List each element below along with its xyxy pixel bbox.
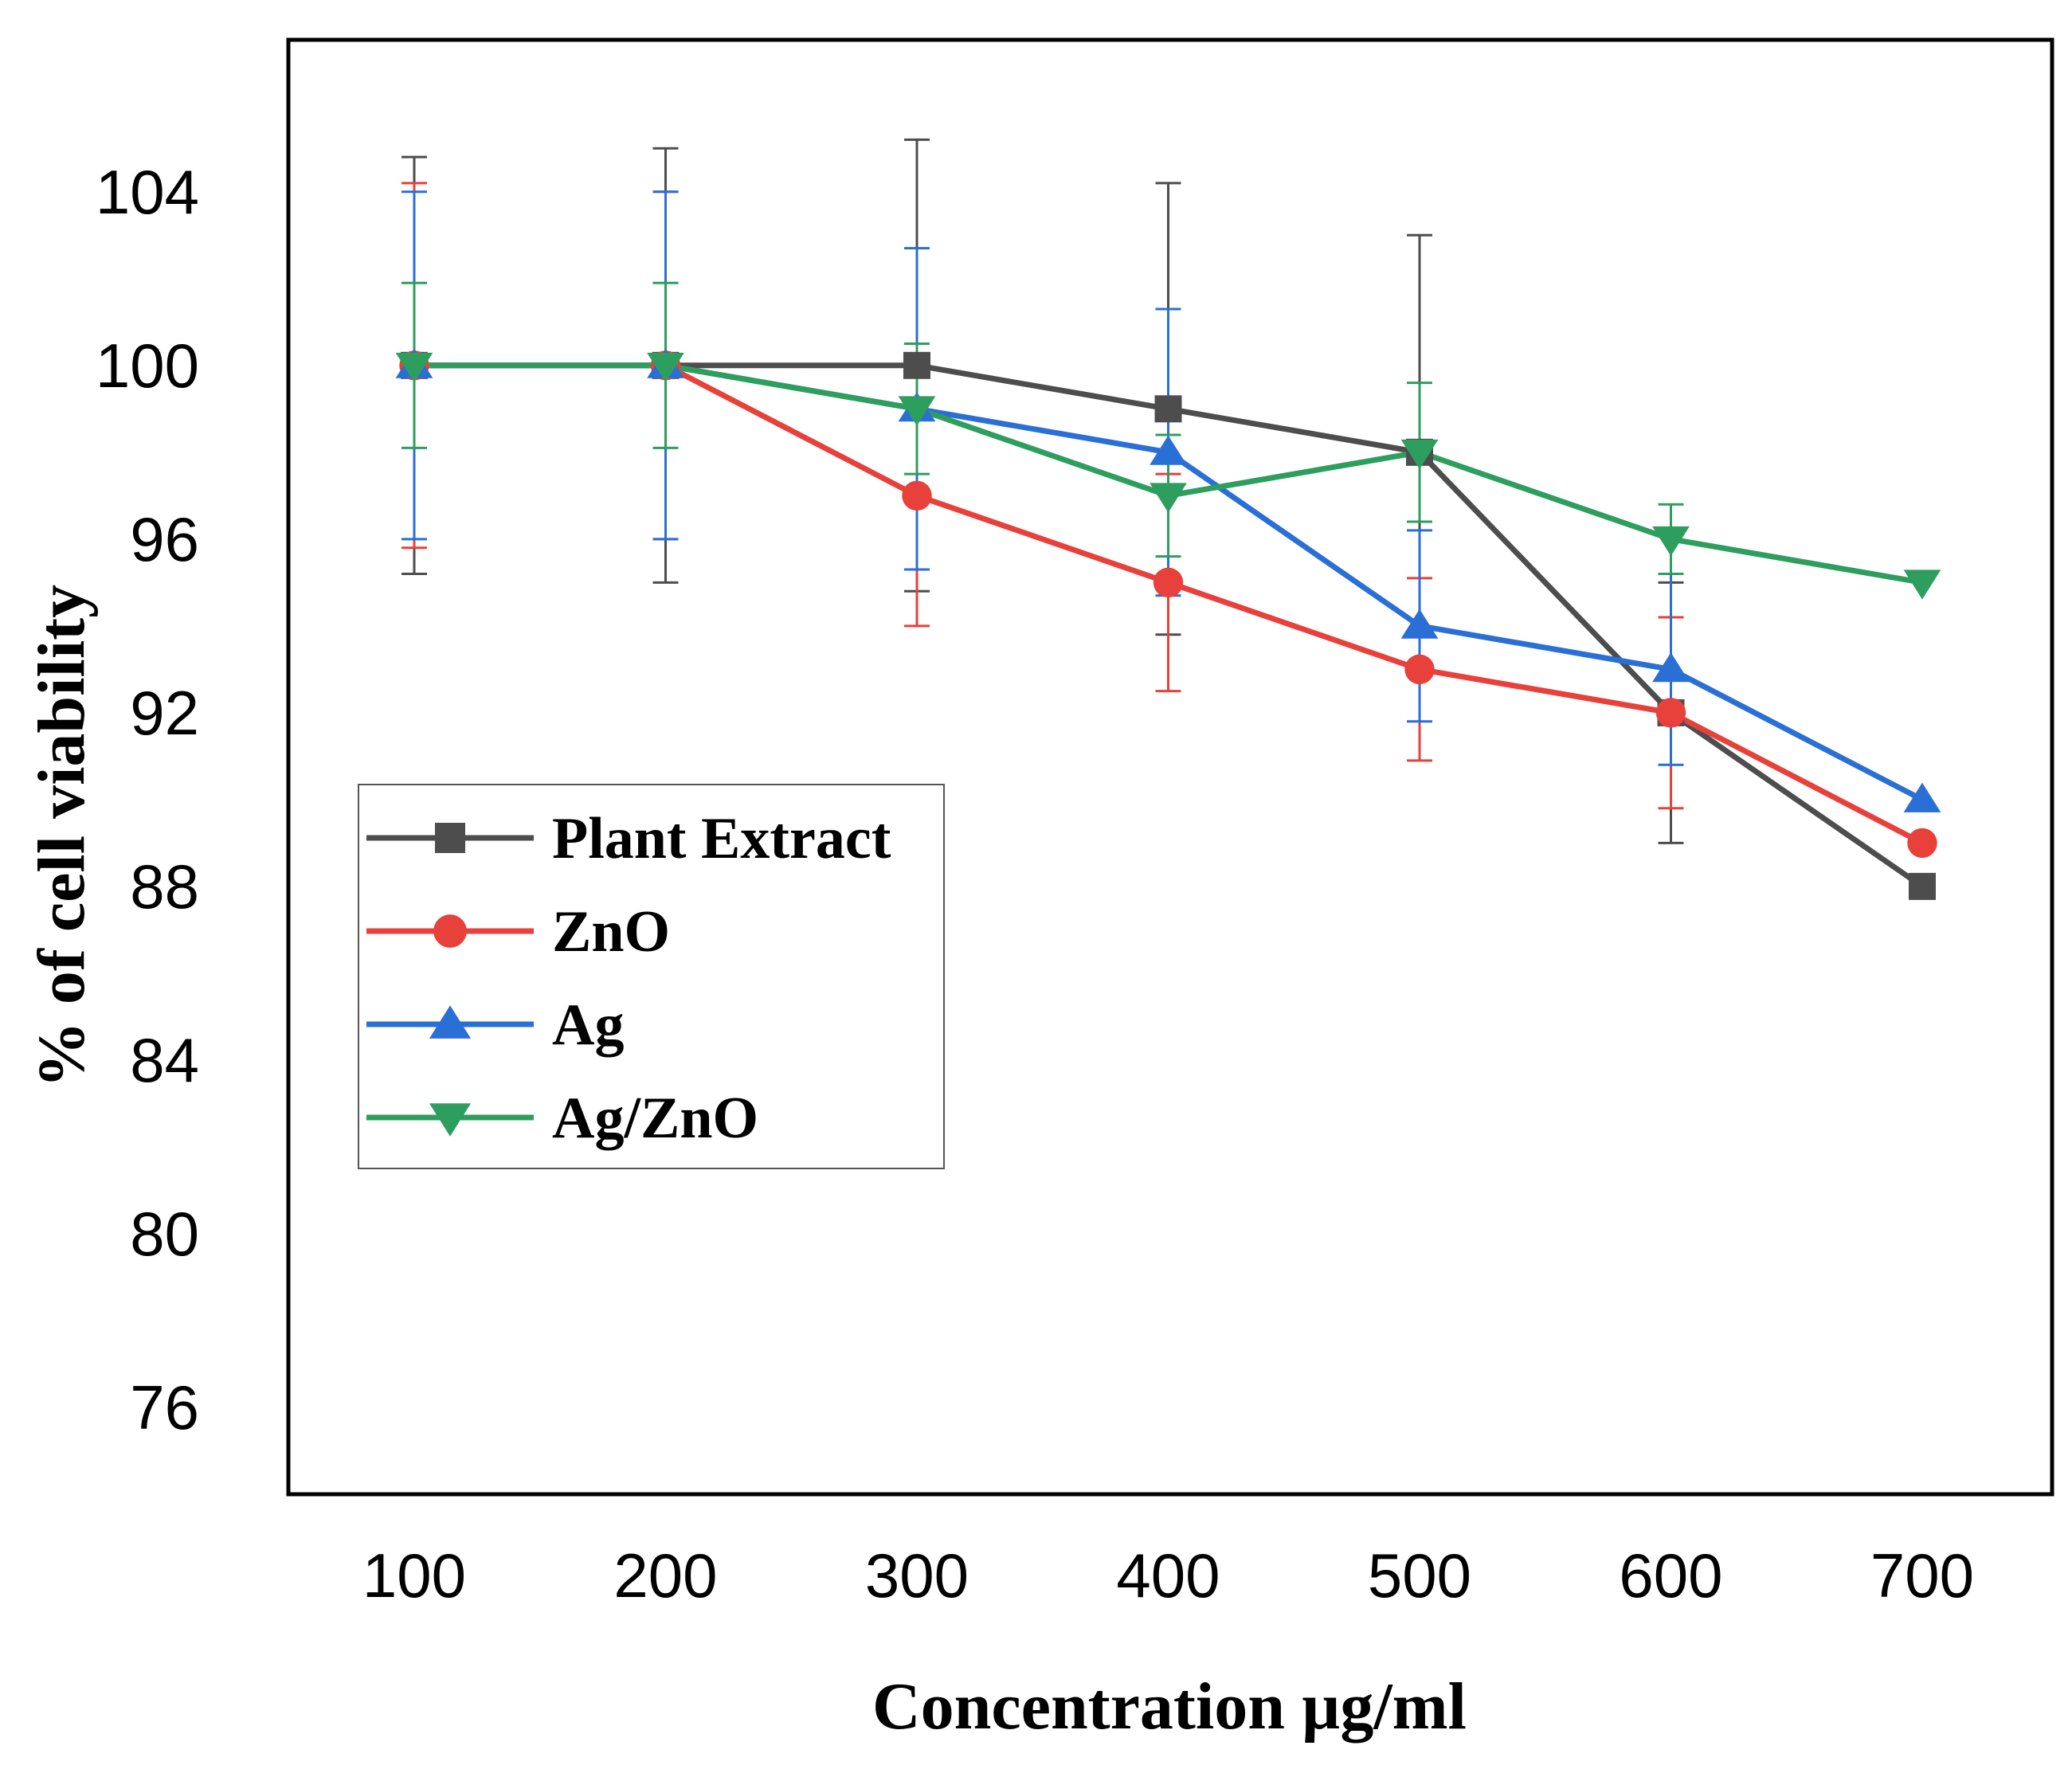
- data-point-ag-zno: [1150, 483, 1187, 513]
- data-point-ag-zno: [395, 352, 433, 383]
- y-tick-label: 100: [96, 331, 199, 401]
- series-markers: [395, 348, 1941, 900]
- x-tick-label: 300: [865, 1540, 969, 1611]
- data-point-zno: [1153, 567, 1184, 598]
- legend: Plant Extract ZnO Ag Ag/ZnO: [358, 784, 945, 1169]
- y-axis-title: % of cell viability: [25, 585, 99, 1088]
- data-point-ag-zno: [1400, 439, 1439, 470]
- data-point-ag-zno: [1652, 526, 1690, 557]
- data-point-ag: [1150, 435, 1187, 465]
- data-point-ag-zno: [1903, 569, 1941, 600]
- data-point-zno: [1907, 828, 1937, 859]
- legend-label-ag-zno: Ag/ZnO: [552, 1086, 758, 1151]
- y-tick-label: 84: [130, 1025, 199, 1095]
- y-tick-label: 88: [130, 851, 199, 922]
- legend-marker-plant-extract: [435, 823, 465, 853]
- x-axis-title: Concentration µg/ml: [872, 1669, 1467, 1744]
- data-point-ag: [1903, 782, 1941, 812]
- data-point-zno: [1655, 698, 1686, 728]
- y-tick-label: 76: [130, 1372, 199, 1442]
- legend-label-ag: Ag: [552, 992, 624, 1058]
- data-point-plant-extract: [1909, 872, 1936, 900]
- legend-marker-ag-zno: [429, 1103, 472, 1137]
- x-tick-label: 200: [613, 1540, 717, 1611]
- data-point-ag-zno: [898, 396, 936, 426]
- data-point-ag: [1400, 609, 1439, 639]
- legend-marker-zno: [433, 914, 467, 948]
- x-tick-label: 700: [1870, 1540, 1974, 1611]
- x-axis-ticks: 100 200 300 400 500 600 700: [362, 1540, 1974, 1611]
- y-axis-ticks: 76 80 84 88 92 96 100 104: [96, 157, 199, 1442]
- x-tick-label: 100: [362, 1540, 466, 1611]
- y-tick-label: 104: [96, 157, 199, 227]
- y-tick-label: 92: [130, 678, 199, 748]
- data-point-zno: [1404, 654, 1435, 685]
- plot-area-frame: [286, 37, 2054, 1497]
- legend-label-zno: ZnO: [552, 899, 670, 965]
- x-tick-label: 500: [1368, 1540, 1471, 1611]
- data-point-ag-zno: [647, 352, 684, 383]
- legend-marker-ag: [429, 1005, 472, 1039]
- x-tick-label: 400: [1116, 1540, 1220, 1611]
- data-point-ag: [1652, 652, 1690, 683]
- data-point-zno: [902, 480, 932, 511]
- legend-label-plant-extract: Plant Extract: [552, 806, 891, 871]
- x-tick-label: 600: [1619, 1540, 1722, 1611]
- y-tick-label: 80: [130, 1199, 199, 1269]
- y-tick-label: 96: [130, 504, 199, 574]
- data-point-plant-extract: [1154, 395, 1182, 423]
- data-point-plant-extract: [903, 351, 930, 379]
